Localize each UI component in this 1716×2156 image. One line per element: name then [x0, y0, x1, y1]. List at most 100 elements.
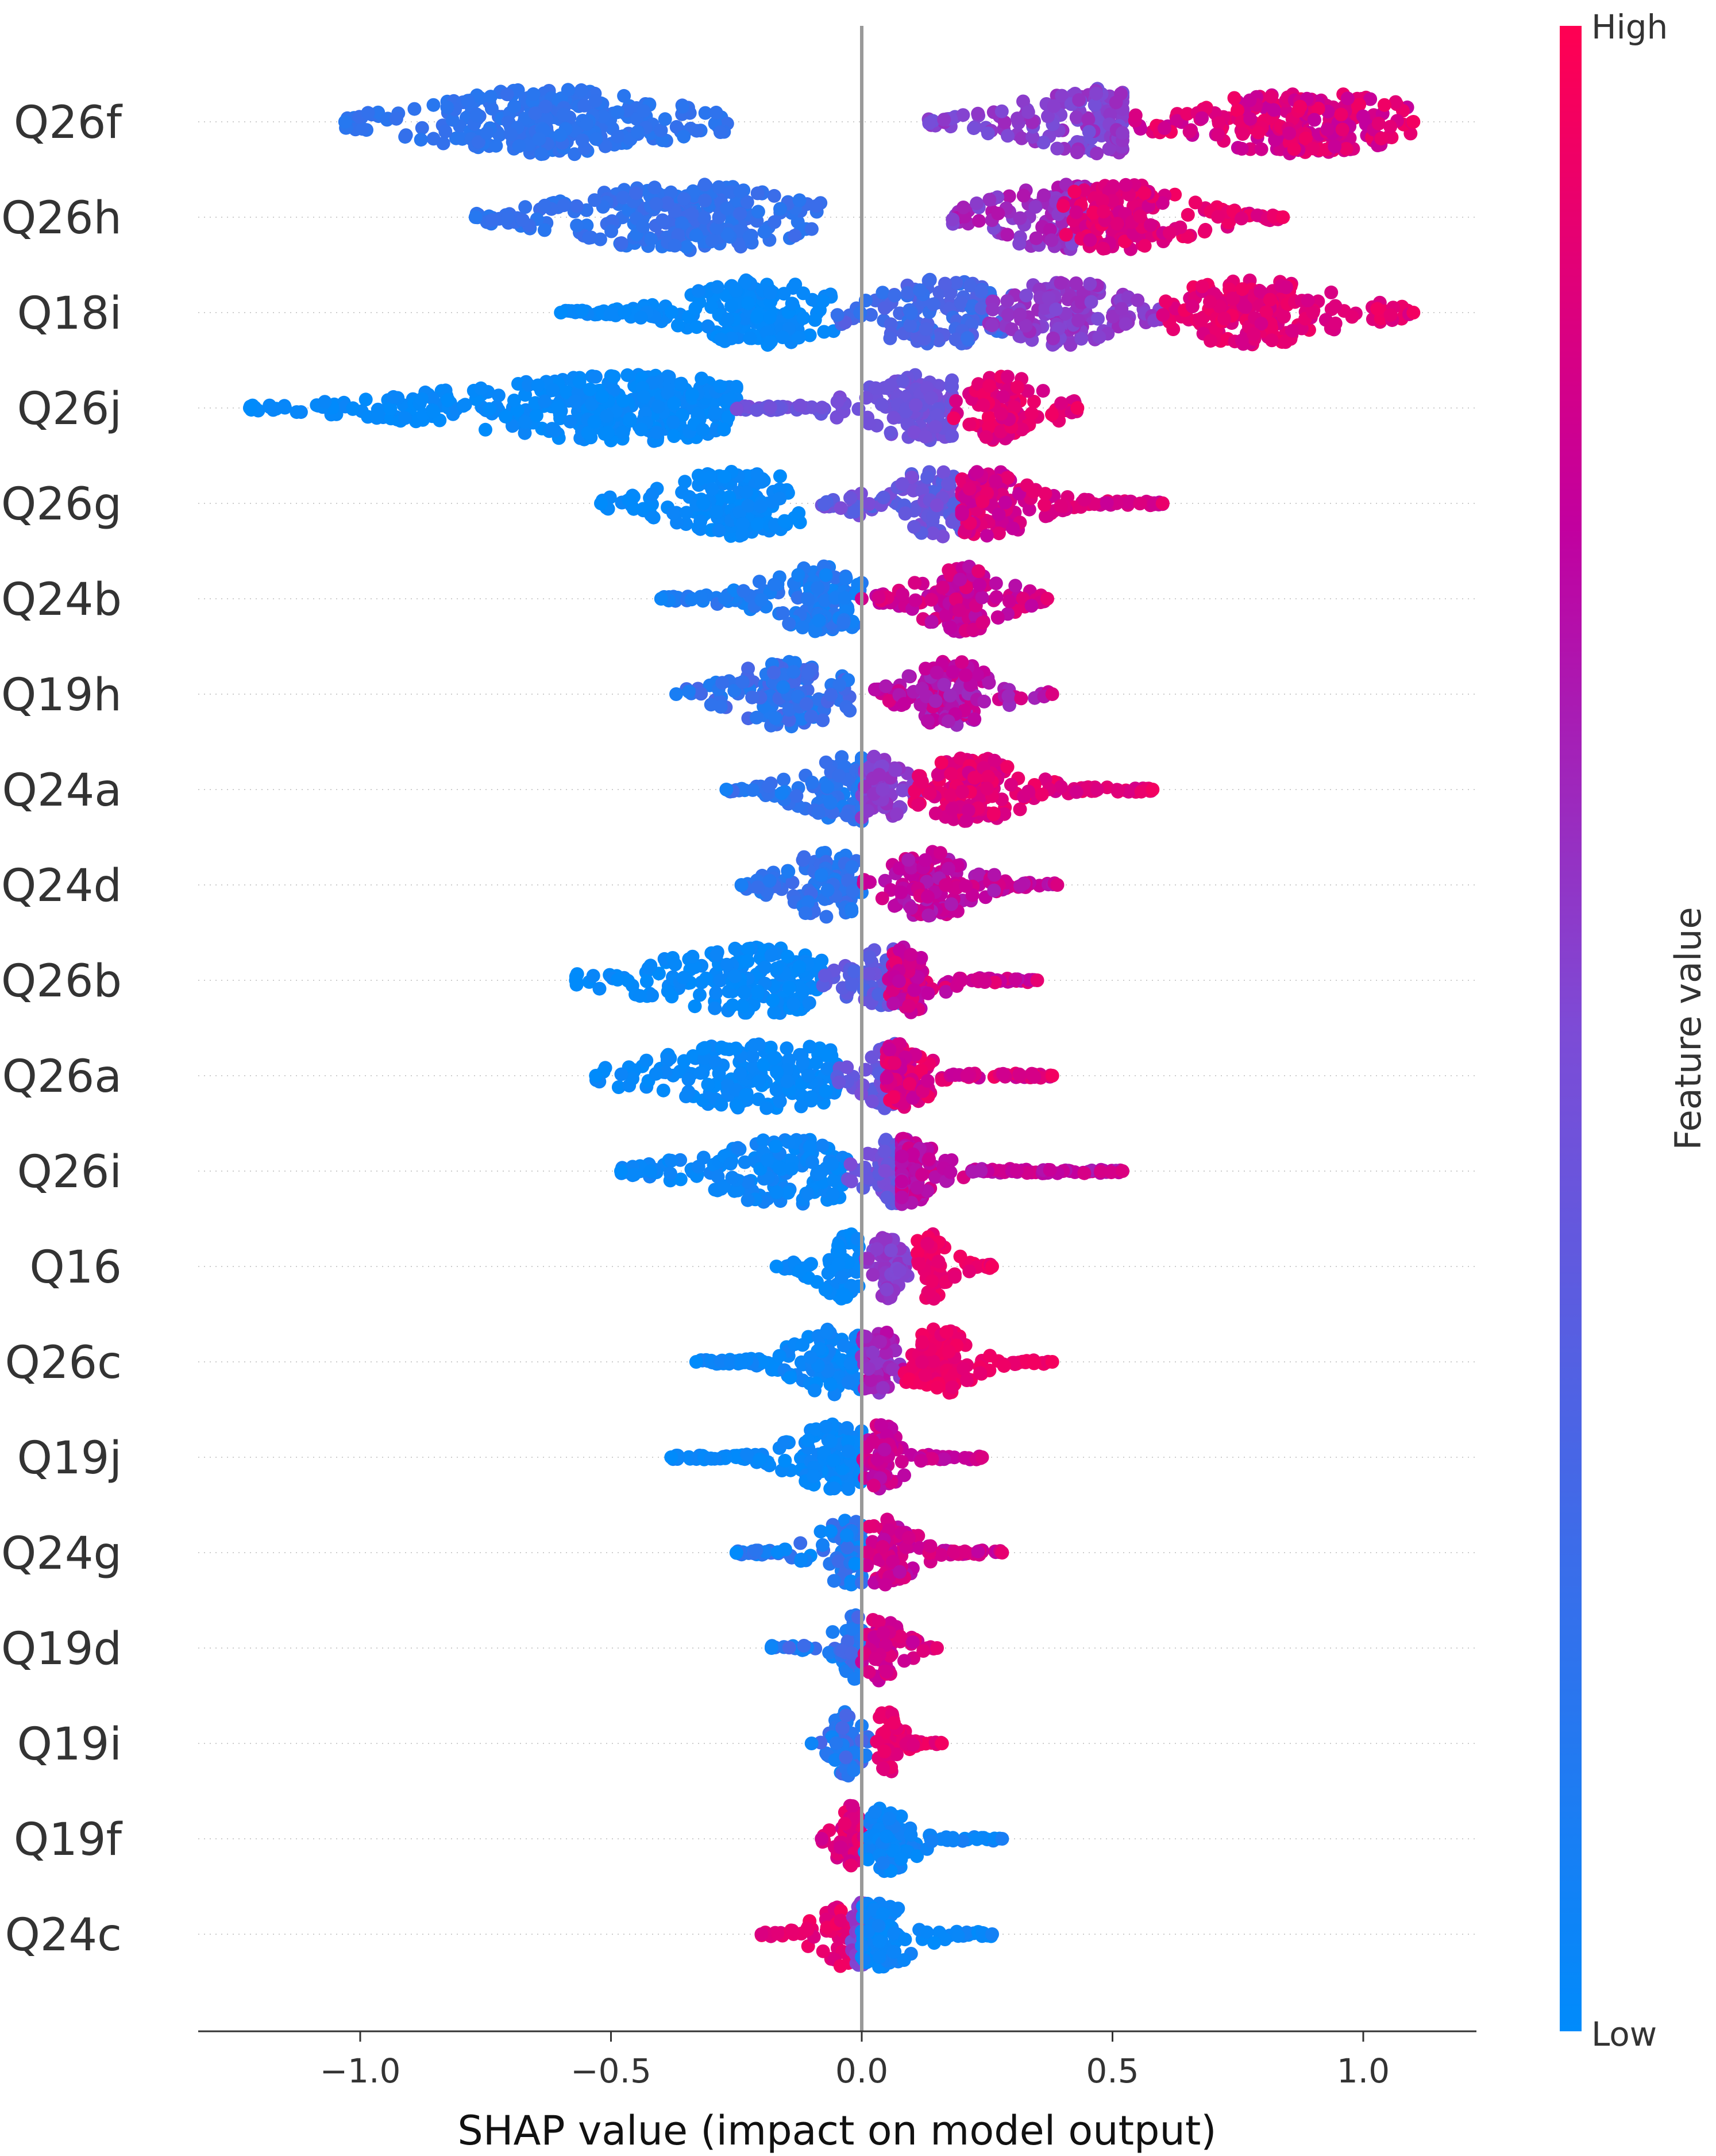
shap-point [792, 330, 806, 345]
shap-point [750, 880, 765, 894]
shap-point [728, 969, 742, 983]
shap-point [426, 391, 439, 406]
shap-point [888, 1056, 902, 1071]
shap-point [1328, 316, 1343, 330]
shap-point [920, 470, 935, 484]
shap-point [777, 287, 791, 301]
shap-point [878, 679, 893, 694]
shap-point [789, 789, 804, 803]
shap-point [975, 616, 990, 630]
shap-point [538, 394, 552, 409]
shap-point [741, 296, 755, 310]
shap-point [1227, 91, 1241, 105]
shap-point [1254, 284, 1268, 299]
shap-point [960, 1068, 974, 1083]
shap-point [876, 286, 890, 300]
swarm-row-q26h [468, 178, 1290, 257]
shap-point [1328, 140, 1342, 153]
shap-point [1334, 107, 1348, 122]
shap-point-min [468, 210, 483, 224]
shap-point [786, 665, 801, 679]
shap-point [708, 1001, 722, 1015]
shap-point [1015, 422, 1029, 437]
shap-point [1088, 98, 1102, 112]
shap-point [686, 184, 700, 198]
shap-point [709, 505, 724, 519]
shap-point [930, 408, 944, 422]
shap-point [677, 971, 691, 985]
shap-point [1110, 783, 1125, 797]
shap-point [926, 297, 940, 311]
shap-point [1198, 222, 1213, 237]
shap-point [830, 410, 844, 425]
shap-point [1059, 228, 1073, 242]
shap-point [1082, 125, 1096, 139]
shap-point-max [1045, 1069, 1059, 1083]
shap-point [869, 381, 883, 395]
shap-point [817, 325, 831, 339]
shap-point [518, 111, 532, 126]
shap-point [745, 690, 759, 704]
shap-point [489, 138, 503, 153]
shap-point [529, 409, 543, 423]
shap-point [907, 983, 921, 997]
shap-point [634, 310, 648, 325]
shap-point [693, 1066, 708, 1080]
shap-point [1311, 102, 1325, 116]
shap-point [580, 117, 594, 131]
shap-point [485, 102, 499, 116]
shap-point [894, 885, 908, 899]
shap-point [1036, 136, 1051, 149]
shap-point [635, 219, 650, 233]
swarm-row-q26a [589, 1037, 1059, 1115]
shap-point [1370, 302, 1385, 316]
shap-point [912, 283, 927, 297]
shap-point [1243, 111, 1258, 126]
shap-point [956, 108, 970, 122]
shap-point [1324, 285, 1339, 299]
shap-point [954, 973, 968, 988]
shap-point [792, 506, 806, 520]
shap-point [1156, 308, 1170, 322]
shap-point [507, 99, 521, 114]
shap-point [883, 331, 897, 345]
shap-point [923, 786, 937, 800]
shap-point [919, 322, 933, 336]
shap-point [704, 698, 718, 712]
shap-point [843, 703, 857, 718]
shap-point [1374, 132, 1389, 146]
shap-point [776, 606, 790, 620]
shap-point [1047, 99, 1061, 113]
shap-point [847, 964, 861, 979]
shap-point [1013, 879, 1027, 893]
shap-point [1109, 95, 1123, 110]
shap-point [809, 199, 823, 213]
shap-point [482, 402, 496, 416]
shap-point [875, 891, 889, 906]
shap-point [884, 378, 897, 392]
shap-point [618, 305, 632, 319]
shap-point [996, 390, 1010, 404]
shap-point [1036, 384, 1050, 398]
shap-point [1212, 116, 1226, 130]
shap-point [803, 328, 817, 342]
shap-point [685, 387, 699, 402]
shap-point [650, 425, 664, 440]
shap-point [1335, 122, 1349, 137]
shap-point [770, 1065, 784, 1079]
shap-point [763, 335, 777, 349]
shap-point [438, 124, 453, 138]
shap-point [679, 1089, 693, 1103]
shap-point [720, 957, 734, 972]
shap-point [1188, 195, 1202, 210]
shap-point [892, 974, 906, 988]
shap-point [994, 407, 1008, 421]
shap-point [685, 949, 700, 964]
shap-point [739, 1088, 753, 1102]
shap-point [1019, 318, 1033, 333]
shap-point-max [1155, 496, 1170, 510]
shap-point [971, 106, 985, 121]
shap-point [1069, 110, 1083, 125]
shap-point [681, 684, 696, 699]
shap-point [839, 571, 853, 586]
